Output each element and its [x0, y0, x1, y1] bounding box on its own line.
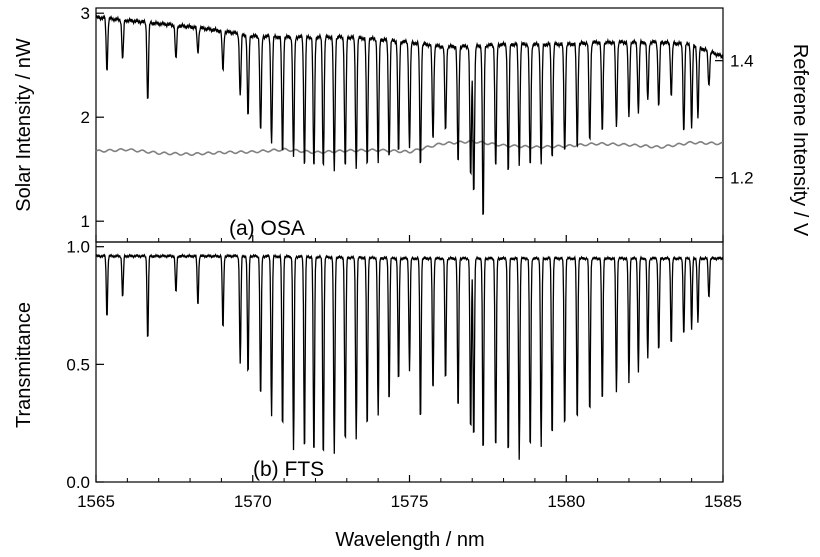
- panel-osa-y-label: Solar Intensity / nW: [13, 38, 35, 212]
- x-tick-label: 1565: [77, 492, 115, 511]
- panel-fts-x-ticks: 1565 1570 1575 1580 1585: [77, 475, 742, 511]
- transmittance-line: [95, 253, 724, 460]
- fts-y-tick-label: 0.5: [66, 355, 90, 374]
- osa-y-right-tick-label: 1.2: [730, 169, 754, 188]
- solar-intensity-line: [95, 13, 724, 215]
- x-axis-label: Wavelength / nm: [335, 529, 484, 551]
- panel-osa-y-right-label: Referene Intensity / V: [789, 44, 811, 237]
- x-tick-label: 1570: [234, 492, 272, 511]
- x-tick-label: 1585: [704, 492, 742, 511]
- panel-fts-annotation: (b) FTS: [253, 458, 324, 481]
- panel-osa-y-right-ticks: 1.2 1.4: [715, 52, 754, 188]
- panel-osa-annotation: (a) OSA: [229, 217, 305, 240]
- panel-osa: 123 1.21.4 (a) OSA Solar Intensity / nW …: [13, 4, 811, 243]
- x-tick-label: 1580: [547, 492, 585, 511]
- panel-osa-y-ticks: 1 2 3: [81, 4, 104, 231]
- panel-fts: 0.0 0.5 1.0 1565 1570 1575 1580 1585 (b) FTS T…: [13, 238, 742, 551]
- panel-osa-x-ticks: [95, 235, 724, 242]
- osa-y-tick-label: 3: [81, 4, 90, 23]
- fts-y-tick-label: 0.0: [66, 473, 90, 492]
- panel-fts-y-label: Transmittance: [13, 302, 35, 428]
- osa-y-tick-label: 1: [81, 212, 90, 231]
- osa-y-right-tick-label: 1.4: [730, 52, 754, 71]
- x-tick-label: 1575: [391, 492, 429, 511]
- osa-y-tick-label: 2: [81, 108, 90, 127]
- reference-intensity-line: [95, 139, 724, 157]
- fts-y-tick-label: 1.0: [66, 238, 90, 257]
- panel-fts-y-ticks: 0.0 0.5 1.0: [66, 238, 104, 492]
